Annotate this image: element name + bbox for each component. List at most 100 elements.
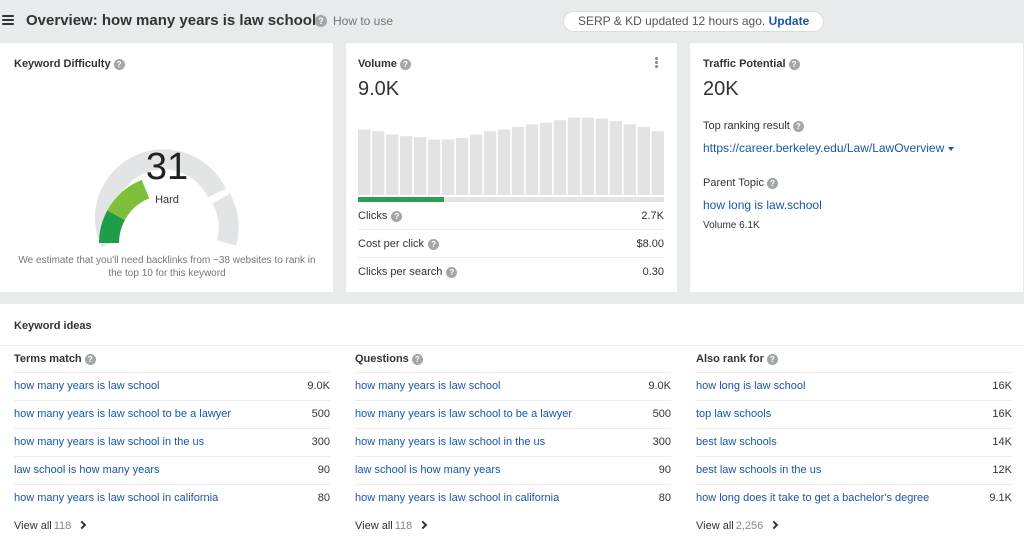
- list-item: how many years is law school to be a law…: [355, 400, 671, 428]
- volume-value: 9.0K: [358, 78, 400, 100]
- keyword-link[interactable]: how many years is law school: [14, 380, 160, 392]
- help-icon[interactable]: ?: [391, 210, 403, 222]
- metric-row-clicks: Clicks? 2.7K: [358, 202, 664, 230]
- kd-label: Hard: [155, 194, 179, 206]
- keyword-volume: 9.0K: [307, 380, 330, 392]
- tp-value: 20K: [703, 78, 739, 100]
- parent-topic-link[interactable]: how long is law.school: [703, 198, 822, 212]
- help-icon[interactable]: ?: [766, 177, 778, 189]
- list-item: how many years is law school in californ…: [14, 484, 330, 512]
- trend-bar: [483, 131, 497, 195]
- caret-down-icon[interactable]: [948, 146, 955, 151]
- keyword-link[interactable]: how many years is law school: [355, 380, 501, 392]
- column-header: Terms match?: [14, 346, 330, 372]
- keyword-volume: 16K: [992, 408, 1012, 420]
- help-icon[interactable]: ?: [113, 58, 125, 70]
- trend-bar: [553, 120, 567, 195]
- trend-bar: [371, 131, 385, 195]
- list-item: how many years is law school 9.0K: [355, 372, 671, 400]
- list-item: how many years is law school to be a law…: [14, 400, 330, 428]
- list-item: how long is law school 16K: [696, 372, 1012, 400]
- chevron-right-icon: [419, 520, 428, 530]
- metric-row-cpc: Cost per click? $8.00: [358, 230, 664, 258]
- keyword-volume: 80: [317, 492, 330, 504]
- keyword-ideas-title: Keyword ideas: [14, 320, 92, 332]
- keyword-volume: 90: [317, 464, 330, 476]
- volume-title: Volume?: [358, 58, 411, 70]
- kd-title: Keyword Difficulty?: [14, 58, 125, 70]
- kd-score: 31: [145, 146, 189, 188]
- keyword-link[interactable]: how long is law school: [696, 380, 806, 392]
- trend-bar: [455, 137, 469, 195]
- tp-title: Traffic Potential?: [703, 58, 800, 70]
- keyword-volume: 80: [658, 492, 671, 504]
- questions-column: Questions? how many years is law school 9…: [355, 346, 671, 532]
- trend-bar: [623, 124, 637, 195]
- gauge-track-right: [212, 193, 239, 246]
- trend-bar: [427, 139, 441, 195]
- keyword-link[interactable]: how many years is law school in californ…: [14, 492, 219, 504]
- help-icon[interactable]: ?: [766, 353, 778, 365]
- clicks-progress-fill: [358, 197, 444, 202]
- keyword-link[interactable]: law school is how many years: [355, 464, 501, 476]
- chevron-right-icon: [78, 520, 87, 530]
- keyword-link[interactable]: how long does it take to get a bachelor'…: [696, 492, 930, 504]
- keyword-link[interactable]: best law schools: [696, 436, 777, 448]
- update-link[interactable]: Update: [768, 14, 810, 28]
- view-all-link[interactable]: View all 2,256: [696, 520, 1012, 532]
- help-icon[interactable]: ?: [411, 353, 423, 365]
- top-ranking-label: Top ranking result?: [703, 120, 804, 132]
- page-title: Overview: how many years is law school: [26, 12, 317, 29]
- trend-bar: [358, 129, 371, 195]
- help-icon[interactable]: ?: [788, 58, 800, 70]
- keyword-volume: 9.1K: [989, 492, 1012, 504]
- list-item: best law schools in the us 12K: [696, 456, 1012, 484]
- list-item: best law schools 14K: [696, 428, 1012, 456]
- keyword-volume: 300: [311, 436, 330, 448]
- trend-bar: [511, 126, 525, 195]
- keyword-link[interactable]: how many years is law school to be a law…: [355, 408, 573, 420]
- keyword-link[interactable]: how many years is law school in the us: [14, 436, 205, 448]
- help-icon[interactable]: ?: [84, 353, 96, 365]
- volume-trend-chart: [358, 117, 664, 195]
- trend-bar: [609, 121, 623, 195]
- help-icon[interactable]: ?: [792, 120, 804, 132]
- help-icon[interactable]: ?: [399, 58, 411, 70]
- keyword-link[interactable]: how many years is law school to be a law…: [14, 408, 232, 420]
- clicks-progress-bar: [358, 197, 664, 202]
- trend-bar: [385, 134, 399, 195]
- trend-bar: [637, 126, 651, 195]
- how-to-use-link[interactable]: How to use: [333, 14, 394, 28]
- menu-icon[interactable]: [2, 15, 14, 25]
- trend-bar: [581, 117, 595, 195]
- keyword-link[interactable]: law school is how many years: [14, 464, 160, 476]
- help-icon[interactable]: ?: [315, 15, 327, 27]
- keyword-volume: 12K: [992, 464, 1012, 476]
- keyword-link[interactable]: best law schools in the us: [696, 464, 822, 476]
- parent-topic-label: Parent Topic?: [703, 177, 778, 189]
- keyword-link[interactable]: how many years is law school in californ…: [355, 492, 560, 504]
- trend-bar: [595, 118, 609, 195]
- volume-card: Volume? 9.0K Clicks? 2.7K Cost per click…: [346, 43, 677, 292]
- trend-bar: [539, 122, 553, 195]
- keyword-link[interactable]: top law schools: [696, 408, 772, 420]
- keyword-link[interactable]: how many years is law school in the us: [355, 436, 546, 448]
- list-item: how many years is law school 9.0K: [14, 372, 330, 400]
- help-icon[interactable]: ?: [428, 238, 440, 250]
- more-options-icon[interactable]: [655, 57, 659, 69]
- top-ranking-url[interactable]: https://career.berkeley.edu/Law/LawOverv…: [703, 141, 955, 155]
- keyword-volume: 16K: [992, 380, 1012, 392]
- status-text: SERP & KD updated 12 hours ago.: [578, 14, 766, 28]
- trend-bar: [651, 131, 664, 195]
- list-item: law school is how many years 90: [355, 456, 671, 484]
- trend-bar: [441, 139, 455, 195]
- view-all-link[interactable]: View all 118: [14, 520, 330, 532]
- help-icon[interactable]: ?: [446, 266, 458, 278]
- column-header: Also rank for?: [696, 346, 1012, 372]
- terms-match-column: Terms match? how many years is law schoo…: [14, 346, 330, 532]
- keyword-volume: 90: [658, 464, 671, 476]
- chevron-right-icon: [770, 520, 779, 530]
- metric-row-cps: Clicks per search? 0.30: [358, 266, 664, 278]
- view-all-link[interactable]: View all 118: [355, 520, 671, 532]
- kd-note: We estimate that you'll need backlinks f…: [18, 255, 316, 279]
